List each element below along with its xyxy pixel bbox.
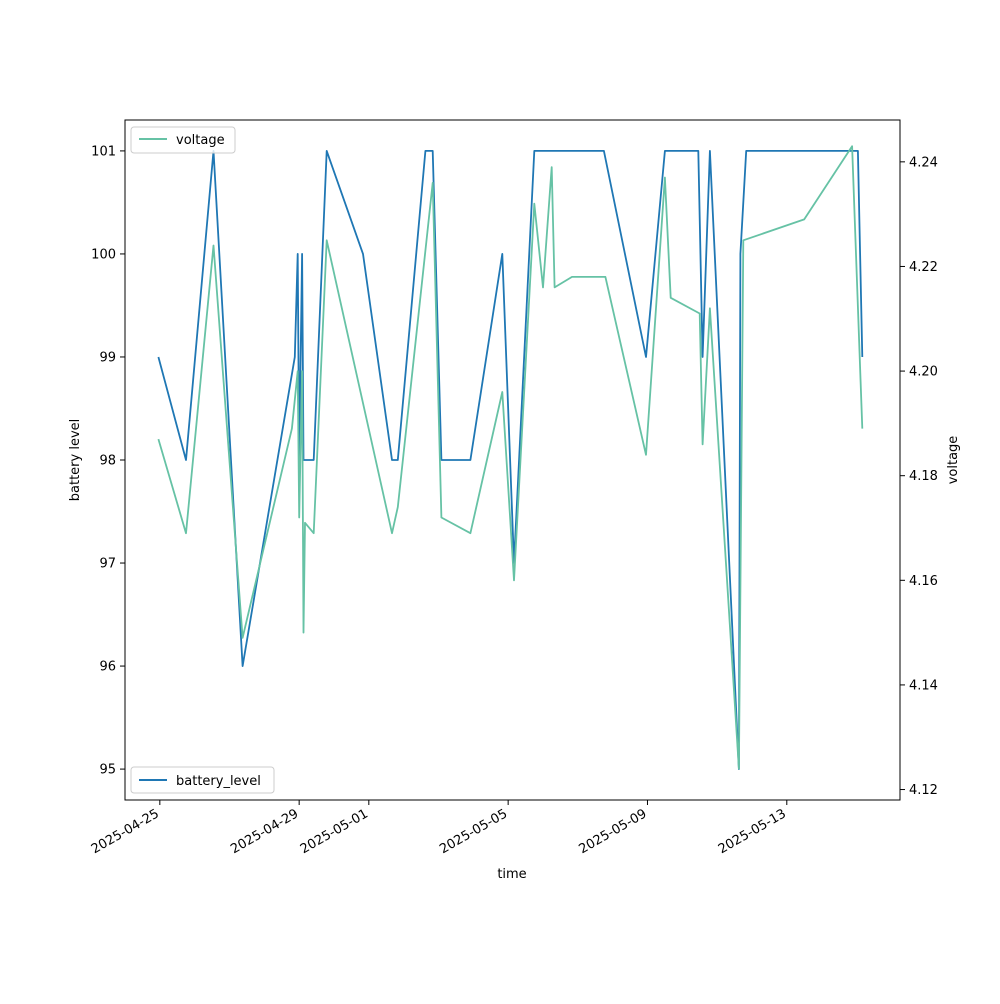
plot-frame <box>125 120 900 800</box>
y-left-tick-label: 98 <box>99 454 116 469</box>
x-tick-label: 2025-05-05 <box>437 806 510 857</box>
y-left-tick-label: 100 <box>91 247 116 262</box>
legend-battery-level: battery_level <box>131 767 274 793</box>
x-tick-label: 2025-04-25 <box>89 806 162 857</box>
y-right-tick-label: 4.12 <box>909 783 938 798</box>
y-axis-left-label: battery level <box>68 419 83 502</box>
y-right-tick-label: 4.24 <box>909 155 938 170</box>
x-axis-label: time <box>497 867 526 882</box>
x-tick-label: 2025-05-01 <box>298 806 371 857</box>
y-axis-left: 95 96 97 98 99 100 101 <box>91 144 125 777</box>
y-right-tick-label: 4.22 <box>909 260 938 275</box>
legend-battery-level-label: battery_level <box>176 774 261 789</box>
legend-voltage-label: voltage <box>176 133 225 148</box>
x-tick-label: 2025-05-09 <box>577 806 650 857</box>
y-left-tick-label: 95 <box>99 763 116 778</box>
y-right-tick-label: 4.20 <box>909 365 938 380</box>
legend-voltage: voltage <box>131 127 235 153</box>
series-line-battery-level <box>158 151 862 769</box>
y-axis-right-label: voltage <box>946 436 961 485</box>
y-left-tick-label: 99 <box>99 350 116 365</box>
x-tick-label: 2025-05-13 <box>716 806 789 857</box>
y-right-tick-label: 4.16 <box>909 574 938 589</box>
y-left-tick-label: 96 <box>99 660 116 675</box>
x-tick-label: 2025-04-29 <box>228 806 301 857</box>
y-right-tick-label: 4.18 <box>909 469 938 484</box>
y-axis-right: 4.12 4.14 4.16 4.18 4.20 4.22 4.24 <box>900 155 938 798</box>
series-lines <box>158 146 862 769</box>
y-left-tick-label: 101 <box>91 144 116 159</box>
y-left-tick-label: 97 <box>99 557 116 572</box>
y-right-tick-label: 4.14 <box>909 678 938 693</box>
